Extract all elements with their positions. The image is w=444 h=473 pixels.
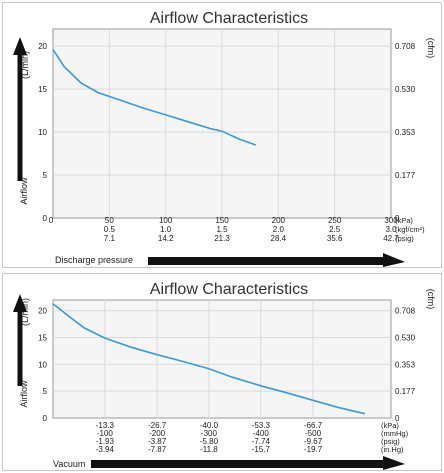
y-tick-label: 5	[43, 171, 48, 180]
x-unit-label: (psig)	[381, 437, 400, 446]
x-unit-label: (mmHg)	[381, 429, 409, 438]
y-right-tick-label: 0.177	[395, 171, 416, 180]
x-tick-label: 250	[328, 216, 342, 225]
x-axis-label: Vacuum	[53, 459, 85, 469]
x-tick-label: -300	[201, 429, 218, 438]
x-unit-label: (in.Hg)	[381, 445, 404, 454]
x-tick-label: -66.7	[304, 421, 323, 430]
y-tick-label: 10	[38, 128, 47, 137]
x-tick-label: -100	[97, 429, 114, 438]
x-tick-label: 14.2	[158, 234, 174, 243]
x-tick-label: 3.0	[385, 225, 397, 234]
x-tick-label: 150	[215, 216, 229, 225]
x-tick-label: -15.7	[252, 445, 271, 454]
x-tick-label: -500	[305, 429, 322, 438]
grid	[53, 29, 391, 218]
y-right-tick-label: 0.530	[395, 334, 416, 343]
right-unit-label: (cfm)	[426, 289, 436, 310]
x-tick-label: 21.3	[214, 234, 230, 243]
x-tick-label: 7.1	[104, 234, 116, 243]
x-tick-label: -19.7	[304, 445, 323, 454]
y-tick-label: 20	[38, 307, 47, 316]
x-tick-label: -3.94	[96, 445, 115, 454]
x-tick-label: -7.74	[252, 437, 271, 446]
x-tick-label: 42.7	[383, 234, 399, 243]
x-tick-label: 2.0	[273, 225, 285, 234]
x-tick-label: -5.80	[200, 437, 219, 446]
y-right-tick-label: 0.177	[395, 387, 416, 396]
airflow-curve	[52, 49, 257, 146]
y-tick-label: 10	[38, 360, 47, 369]
y-tick-label: 15	[38, 85, 47, 94]
left-unit-label: (L/min)	[20, 51, 30, 79]
y-axis-label: Airflow	[19, 380, 29, 408]
x-unit-label: (kgf/cm²)	[395, 225, 425, 234]
x-tick-label: 100	[159, 216, 173, 225]
x-unit-label: (kPa)	[381, 421, 399, 430]
x-tick-label: -3.87	[148, 437, 167, 446]
y-right-tick-label: 0.353	[395, 128, 416, 137]
x-tick-label: 300	[384, 216, 398, 225]
x-tick-label: 50	[105, 216, 114, 225]
chart-title: Airflow Characteristics	[150, 281, 308, 298]
y-right-tick-label: 0.708	[395, 307, 416, 316]
x-unit-label: (psig)	[395, 234, 414, 243]
x-tick-label-zero: 0	[49, 216, 54, 225]
y-right-tick-label: 0	[395, 214, 400, 223]
y-right-tick-label: 0.530	[395, 85, 416, 94]
x-tick-label: -9.67	[304, 437, 323, 446]
x-tick-label: -26.7	[148, 421, 167, 430]
x-tick-label: -1.93	[96, 437, 115, 446]
y-axis-arrow	[13, 37, 27, 181]
x-tick-label: -400	[253, 429, 270, 438]
x-tick-label: 28.4	[271, 234, 287, 243]
x-tick-label: -13.3	[96, 421, 115, 430]
vacuum-chart-svg: Airflow Characteristics 0 0 5 0.177 10 0.353 1…	[13, 281, 436, 470]
x-tick-label: -7.87	[148, 445, 167, 454]
y-axis-label: Airflow	[19, 177, 29, 205]
y-right-tick-label: 0.353	[395, 360, 416, 369]
y-tick-label: 0	[43, 414, 48, 423]
chart-title: Airflow Characteristics	[150, 10, 308, 27]
airflow-chart-pressure: Airflow Characteristics 0 0 5 0.177 10 0.353 1…	[2, 2, 442, 268]
y-tick-label: 15	[38, 334, 47, 343]
y-tick-label: 0	[43, 214, 48, 223]
x-tick-label: -200	[149, 429, 166, 438]
x-tick-label: 200	[272, 216, 286, 225]
x-tick-label: 35.6	[327, 234, 343, 243]
y-tick-label: 5	[43, 387, 48, 396]
x-tick-label: 1.0	[160, 225, 172, 234]
airflow-chart-vacuum: Airflow Characteristics 0 0 5 0.177 10 0.353 1…	[2, 273, 442, 471]
y-tick-label: 20	[38, 42, 47, 51]
x-tick-label: -11.8	[200, 445, 218, 454]
x-axis-label: Discharge pressure	[55, 255, 133, 265]
x-unit-label: (kPa)	[395, 216, 413, 225]
x-tick-label: -40.0	[200, 421, 219, 430]
y-right-tick-label: 0	[395, 414, 400, 423]
x-tick-label: 0.5	[104, 225, 116, 234]
x-axis-arrow	[91, 456, 405, 470]
x-tick-label: 1.5	[216, 225, 228, 234]
y-axis-arrow	[13, 294, 27, 386]
x-axis-arrow	[148, 253, 405, 267]
x-tick-label: 2.5	[329, 225, 341, 234]
x-tick-label: -53.3	[252, 421, 271, 430]
right-unit-label: (cfm)	[426, 38, 436, 59]
plot-area	[52, 299, 392, 419]
airflow-curve	[52, 303, 366, 415]
y-right-tick-label: 0.708	[395, 42, 416, 51]
grid	[53, 300, 391, 418]
